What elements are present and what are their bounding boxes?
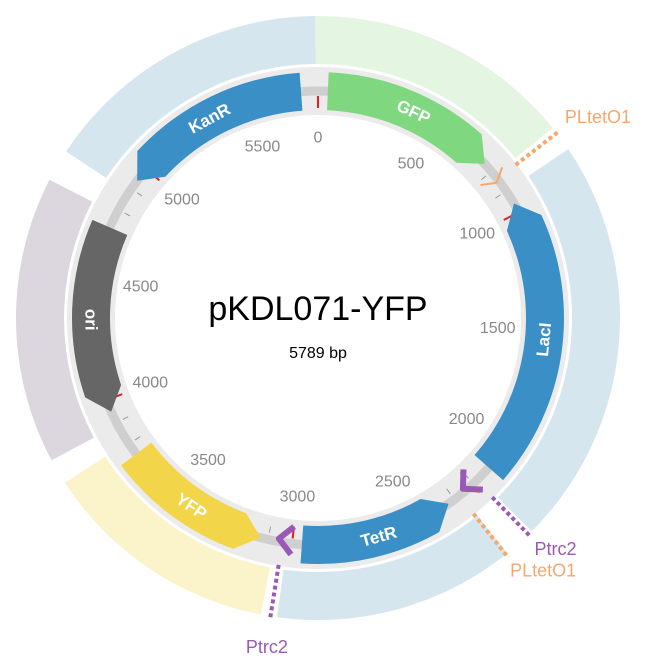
position-label: 5500: [245, 138, 281, 155]
position-label: 4500: [123, 279, 159, 296]
feature-highlight-laci: [497, 148, 620, 532]
position-label: 3000: [280, 488, 316, 505]
promoter-label-plteto1: PLtetO1: [510, 560, 576, 580]
plasmid-length: 5789 bp: [289, 345, 347, 362]
feature-label-ori: ori: [81, 309, 100, 331]
promoter-label-ptrc2: Ptrc2: [535, 539, 577, 559]
promoter-label-plteto1: PLtetO1: [565, 107, 631, 127]
position-labels: 0 500 1000 1500 2000 2500 3000 3500 4000 4500 5000…: [123, 130, 516, 506]
minor-tick: [446, 488, 451, 495]
feature-arrow-kanr: [137, 72, 303, 181]
minor-tick: [495, 194, 501, 199]
feature-arrow-ori: [71, 219, 128, 412]
position-label: 1500: [480, 320, 516, 337]
promoter-leader-ptrc2: [490, 495, 533, 539]
promoter-leader-plteto1: [471, 512, 510, 559]
minor-tick: [134, 436, 141, 441]
feature-highlight-layer: [15, 16, 620, 620]
feature-highlight-gfp: [311, 16, 553, 159]
position-label: 0: [314, 130, 323, 147]
position-label: 4000: [132, 375, 168, 392]
feature-arrow-tetr: [300, 498, 449, 564]
plasmid-name: pKDL071-YFP: [208, 290, 427, 328]
feature-label-laci: LacI: [533, 322, 555, 358]
position-label: 2500: [375, 473, 411, 490]
minor-tick: [481, 175, 487, 181]
feature-highlight-ori: [15, 179, 94, 461]
position-label: 500: [398, 155, 425, 172]
feature-arrow-gfp: [327, 72, 485, 164]
position-label: 5000: [164, 192, 200, 209]
promoter-leader-plteto1: [514, 129, 561, 167]
position-label: 3500: [190, 452, 226, 469]
feature-highlight-yfp: [64, 456, 270, 615]
position-label: 2000: [449, 411, 485, 428]
promoter-marker-plteto1: [480, 166, 504, 187]
minor-tick: [268, 526, 272, 533]
minor-tick: [122, 416, 129, 420]
feature-highlight-tetr: [276, 515, 508, 620]
promoter-label-ptrc2: Ptrc2: [246, 637, 288, 657]
position-label: 1000: [459, 226, 495, 243]
feature-highlight-kanr: [66, 16, 316, 178]
promoter-marker-ptrc2: [275, 524, 296, 557]
feature-arrow-laci: [474, 203, 564, 481]
feature-arrow-yfp: [121, 442, 261, 549]
minor-tick: [124, 212, 131, 217]
promoter-marker-ptrc2: [459, 469, 483, 493]
minor-tick: [136, 192, 143, 197]
promoter-leader-ptrc2: [268, 564, 281, 620]
